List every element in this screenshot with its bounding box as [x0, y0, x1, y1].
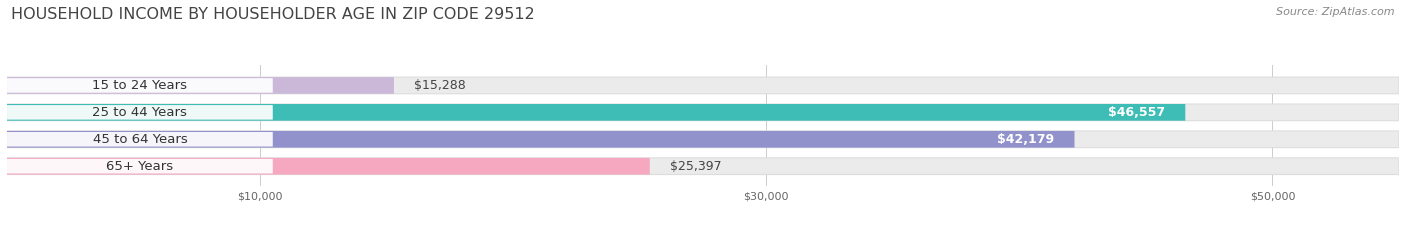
Text: $46,557: $46,557 — [1108, 106, 1166, 119]
FancyBboxPatch shape — [7, 104, 1399, 121]
FancyBboxPatch shape — [7, 158, 1399, 175]
FancyBboxPatch shape — [7, 77, 394, 94]
Text: Source: ZipAtlas.com: Source: ZipAtlas.com — [1277, 7, 1395, 17]
FancyBboxPatch shape — [7, 77, 1399, 94]
Text: 45 to 64 Years: 45 to 64 Years — [93, 133, 187, 146]
Text: $15,288: $15,288 — [415, 79, 465, 92]
FancyBboxPatch shape — [7, 158, 650, 175]
FancyBboxPatch shape — [7, 104, 1185, 121]
FancyBboxPatch shape — [7, 132, 273, 147]
Text: $25,397: $25,397 — [671, 160, 721, 173]
FancyBboxPatch shape — [7, 159, 273, 174]
Text: 15 to 24 Years: 15 to 24 Years — [93, 79, 187, 92]
Text: $42,179: $42,179 — [997, 133, 1054, 146]
Text: HOUSEHOLD INCOME BY HOUSEHOLDER AGE IN ZIP CODE 29512: HOUSEHOLD INCOME BY HOUSEHOLDER AGE IN Z… — [11, 7, 536, 22]
FancyBboxPatch shape — [7, 131, 1074, 148]
FancyBboxPatch shape — [7, 78, 273, 93]
Text: 25 to 44 Years: 25 to 44 Years — [93, 106, 187, 119]
FancyBboxPatch shape — [7, 131, 1399, 148]
FancyBboxPatch shape — [7, 105, 273, 120]
Text: 65+ Years: 65+ Years — [107, 160, 173, 173]
